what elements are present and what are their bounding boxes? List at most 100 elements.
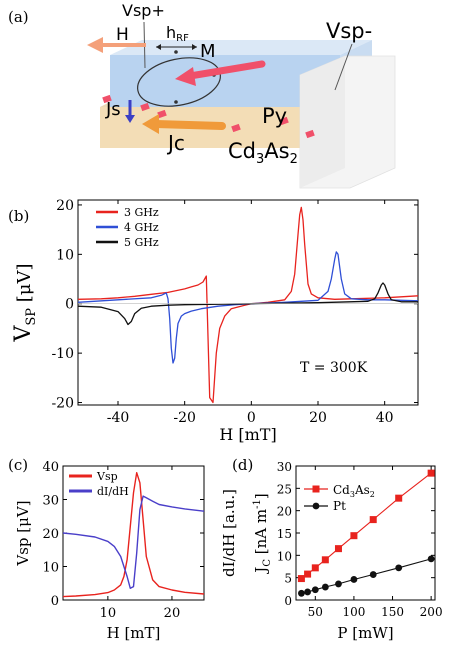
h-label: H (116, 25, 129, 45)
x-tick-label: 100 (342, 605, 365, 619)
y-axis-label: VSP [μV] (11, 263, 39, 342)
data-point-cd3as2 (304, 570, 312, 578)
y-tick-label: 20 (277, 505, 292, 519)
legend-label: 5 GHz (124, 236, 159, 249)
y-tick-label: -10 (51, 346, 74, 362)
data-point-pt (369, 571, 377, 578)
series-line-di/dh (62, 495, 205, 589)
x-tick-label: 20 (164, 606, 181, 621)
legend-marker (312, 502, 320, 510)
y-tick-label: 25 (277, 482, 292, 496)
spin-marker (102, 94, 112, 104)
data-point-pt (321, 583, 329, 591)
data-point-cd3as2 (350, 532, 358, 540)
m-arrowhead (175, 67, 196, 86)
series-line-vsp (62, 472, 205, 598)
x-axis-label: H [mT] (219, 425, 276, 444)
y-tick-label: 0 (51, 594, 59, 609)
py-layer (110, 55, 340, 107)
js-arrowhead (125, 115, 135, 123)
y-tick-label: 30 (42, 494, 59, 509)
legend-label: 4 GHz (124, 221, 159, 234)
m-arrow (186, 60, 266, 80)
data-point-cd3as2 (321, 556, 329, 564)
legend-label: Vsp (96, 470, 118, 483)
x-axis-label: P [mW] (337, 624, 393, 642)
data-point-pt (298, 589, 305, 597)
contact-block-face (300, 56, 345, 188)
spin-marker (231, 123, 241, 133)
hrf-label: hRF (166, 23, 189, 44)
spin-marker (157, 109, 167, 119)
x-tick-label: 10 (100, 606, 117, 621)
data-point-cd3as2 (395, 494, 403, 502)
data-point-pt (311, 586, 319, 594)
x-tick-label: 20 (309, 410, 327, 426)
x-tick-label: -40 (107, 410, 130, 426)
data-point-pt (335, 580, 342, 588)
x-tick-label: 40 (376, 410, 394, 426)
spin-marker (305, 129, 315, 139)
panel-label-d: (d) (232, 456, 253, 474)
panel-a: (a) Vsp- hRF Vsp+ H M (8, 1, 396, 189)
chart-b: -40 -20 0 20 40 -20 -10 0 10 20 3 GHz 4 GHz 5 GHz T =… (11, 198, 419, 444)
y-tick-label: 0 (65, 297, 74, 313)
jc-label: Jc (166, 131, 185, 155)
y-tick-label: 10 (42, 561, 59, 576)
y-tick-label: 20 (42, 527, 59, 542)
y-axis-label: Vsp [μV] (14, 500, 32, 566)
y-tick-label: -20 (51, 396, 74, 412)
orbit-dot-bottom (174, 100, 178, 104)
cd3as2-label: Cd3As2 (228, 139, 298, 167)
x-tick-label: 50 (308, 605, 323, 619)
data-point-cd3as2 (311, 564, 319, 572)
y-tick-label: 0 (284, 594, 292, 608)
x-tick-label: 0 (247, 410, 256, 426)
series-line-4-ghz (77, 251, 419, 364)
y-tick-label: 15 (277, 527, 292, 541)
series-line-3-ghz (77, 206, 419, 404)
x-axis-label: H [mT] (107, 624, 161, 642)
y-tick-label: 5 (284, 572, 292, 586)
js-label: Js (105, 99, 121, 120)
data-point-pt (395, 564, 403, 572)
panel-label-a: (a) (8, 8, 29, 26)
hrf-arrowheads (156, 44, 197, 50)
panel-label-b: (b) (8, 207, 29, 225)
panel-label-c: (c) (8, 456, 28, 474)
plot-frame (77, 199, 419, 406)
spin-marker (279, 116, 289, 126)
y-tick-label: 30 (277, 460, 292, 474)
x-tick-label: 200 (420, 605, 443, 619)
orbit-dot-top (174, 50, 178, 54)
y2-axis-label: dI/dH [a.u.] (220, 489, 238, 577)
data-point-cd3as2 (297, 575, 305, 583)
data-point-pt (304, 588, 311, 596)
chart-c: 10 20 0 10 20 30 40 Vsp dI/dH H [mT] Vsp [μV] dI/dH… (14, 460, 238, 642)
spin-marker (140, 102, 150, 112)
y-tick-label: 20 (56, 198, 74, 214)
legend-label: Pt (333, 499, 346, 513)
annotation-temperature: T = 300K (300, 360, 368, 376)
vsp-minus-wire (334, 43, 353, 91)
data-point-pt (427, 555, 435, 563)
data-point-cd3as2 (334, 545, 342, 553)
data-point-cd3as2 (427, 469, 435, 477)
legend-label: 3 GHz (124, 206, 159, 219)
legend-label: dI/dH (97, 485, 129, 498)
vsp-minus-label: Vsp- (326, 19, 372, 43)
data-point-cd3as2 (369, 516, 377, 524)
data-point-pt (350, 576, 358, 583)
legend-marker (312, 485, 320, 493)
y-tick-label: 10 (56, 247, 74, 263)
y-tick-label: 40 (42, 460, 59, 475)
py-label: Py (262, 104, 287, 128)
jc-arrow (152, 120, 226, 130)
x-tick-label: 150 (381, 605, 404, 619)
m-label: M (200, 41, 216, 62)
vsp-plus-label: Vsp+ (122, 1, 165, 20)
y-axis-label: JC [nA m-1] (252, 493, 273, 574)
legend-label: Cd3As2 (333, 483, 375, 499)
y-tick-label: 10 (277, 549, 292, 563)
